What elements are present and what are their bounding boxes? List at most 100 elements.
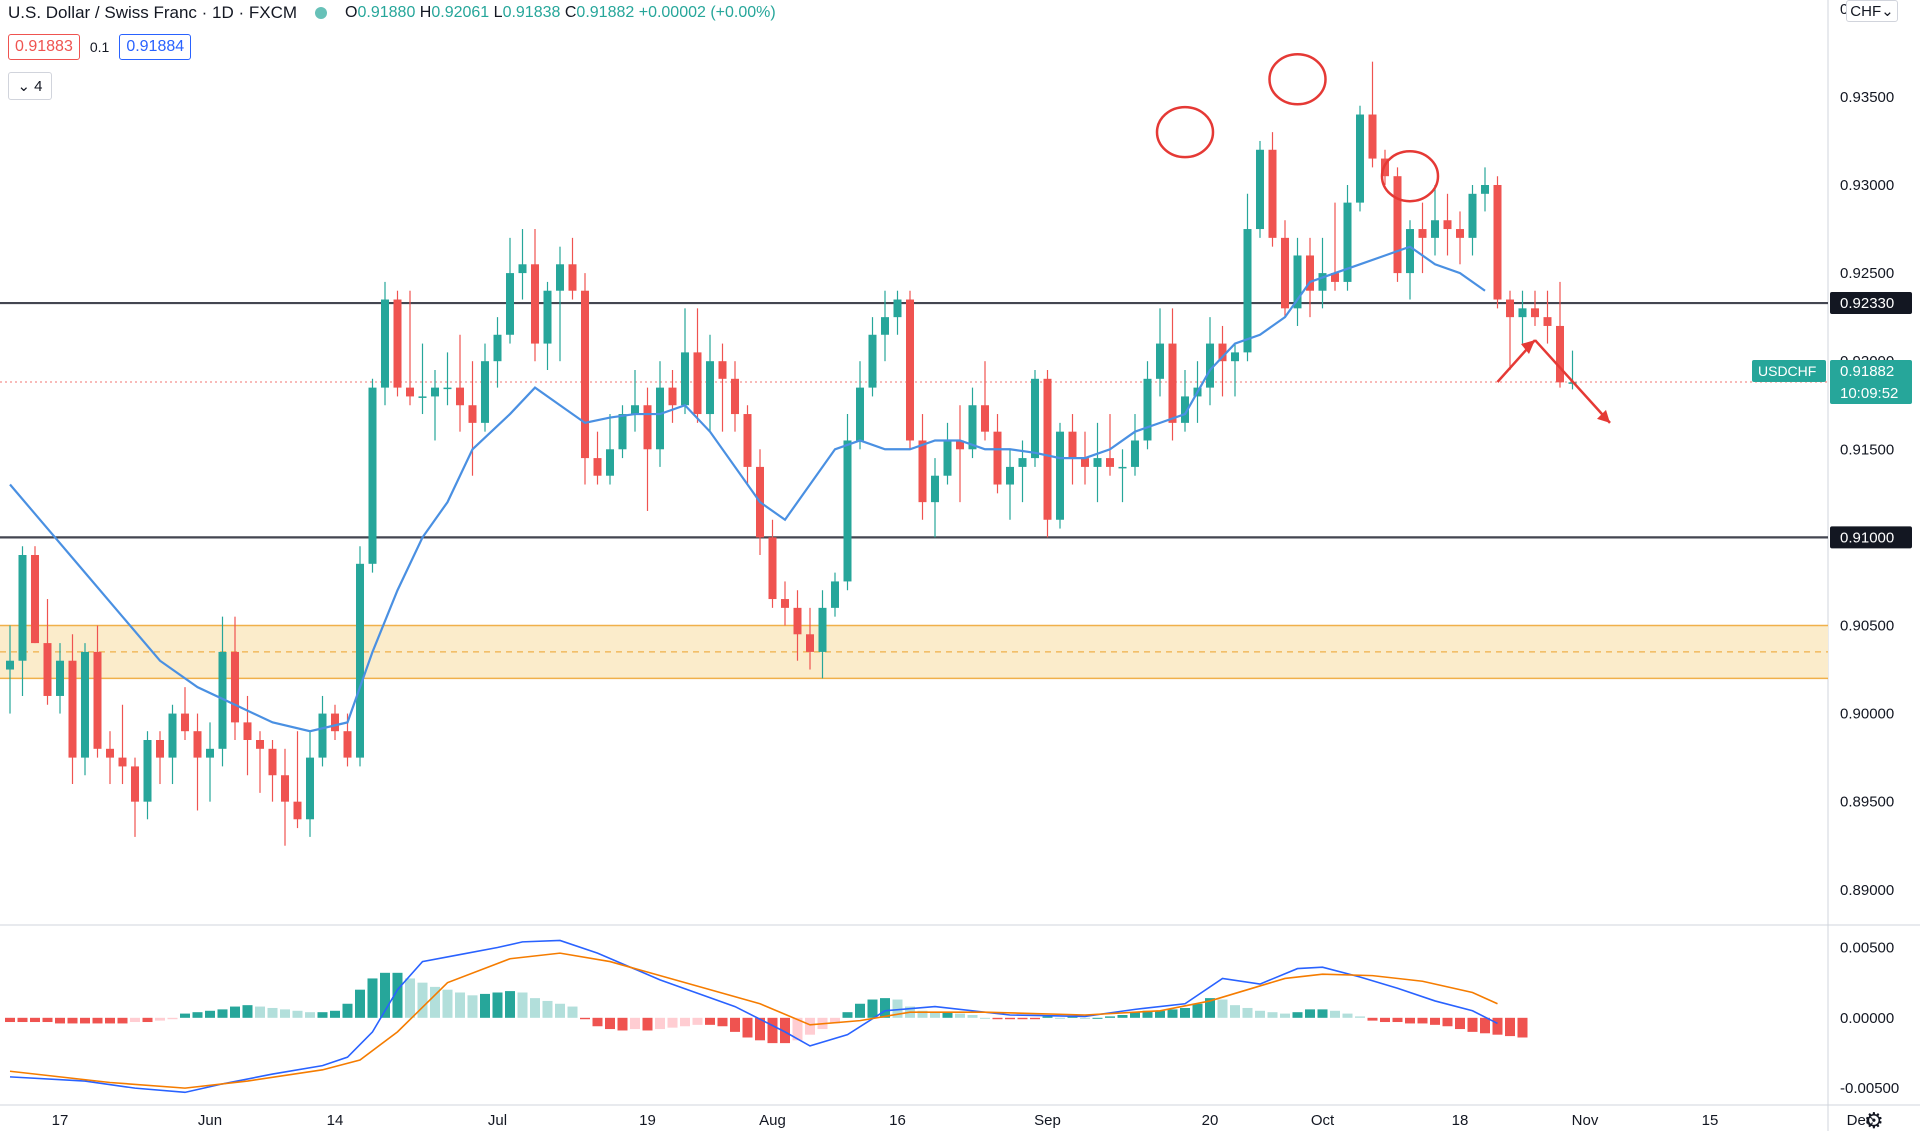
candle-body [218, 651, 227, 749]
macd-histogram-bar [30, 1017, 40, 1023]
candle-body [1493, 185, 1502, 300]
macd-histogram-bar [455, 992, 465, 1018]
candle-body [6, 660, 14, 670]
candle-body [56, 660, 64, 696]
macd-histogram-bar [1117, 1015, 1128, 1018]
macd-histogram-bar [1167, 1009, 1178, 1018]
candle-body [281, 775, 289, 802]
candle-body [1043, 378, 1052, 520]
macd-histogram-bar [842, 1012, 853, 1018]
macd-histogram-bar [1392, 1017, 1403, 1023]
market-status-icon [315, 7, 328, 19]
candle-body [1181, 396, 1189, 423]
macd-histogram-bar [342, 1003, 353, 1018]
macd-histogram-bar [280, 1009, 290, 1018]
level-price-label: 0.91000 [1840, 529, 1894, 546]
macd-histogram-bar [1417, 1017, 1428, 1024]
chevron-down-icon: ⌄ [17, 78, 31, 95]
candle-body [506, 273, 514, 335]
candle-body [818, 607, 827, 652]
buy-price-button[interactable]: 0.91884 [119, 34, 192, 60]
macd-histogram-bar [117, 1017, 128, 1024]
candle-body [893, 299, 902, 318]
candle-body [1256, 149, 1264, 230]
open-value: 0.91880 [357, 4, 416, 21]
candle-body [581, 290, 589, 459]
macd-histogram-bar [992, 1017, 1003, 1020]
macd-histogram-bar [917, 1010, 928, 1018]
candle-body [793, 607, 802, 635]
macd-histogram-bar [167, 1017, 178, 1020]
candle-body [543, 290, 552, 344]
macd-histogram-bar [1130, 1012, 1140, 1018]
macd-histogram-bar [467, 995, 478, 1018]
peak-circle [1380, 149, 1440, 203]
macd-histogram-bar [742, 1017, 753, 1038]
macd-histogram-bar [617, 1017, 628, 1031]
candle-body [1031, 378, 1039, 459]
macd-histogram-bar [205, 1010, 215, 1018]
indicators-count: 4 [34, 77, 43, 95]
candle-body [1293, 255, 1302, 309]
macd-histogram-bar [1330, 1010, 1340, 1018]
sell-price-button[interactable]: 0.91883 [8, 34, 80, 60]
macd-histogram-bar [492, 992, 503, 1018]
macd-histogram-bar [230, 1006, 240, 1018]
current-price-label: 0.91882 [1840, 363, 1894, 380]
chevron-down-icon: ⌄ [1881, 3, 1894, 20]
indicators-toggle[interactable]: ⌄ 4 [8, 72, 52, 100]
macd-histogram-bar [780, 1017, 790, 1044]
symbol-title[interactable]: U.S. Dollar / Swiss Franc · 1D · FXCM [8, 3, 298, 22]
price-tick-label: 0.91500 [1840, 441, 1894, 458]
macd-histogram-bar [55, 1017, 65, 1024]
macd-histogram-bar [1367, 1017, 1378, 1021]
candle-body [1531, 308, 1539, 318]
macd-histogram-bar [380, 972, 390, 1018]
candle-body [456, 387, 464, 406]
macd-histogram-bar [1442, 1017, 1453, 1027]
macd-histogram-bar [1342, 1013, 1353, 1018]
macd-histogram-bar [830, 1017, 840, 1024]
macd-histogram-bar [892, 999, 903, 1018]
candle-body [1456, 229, 1464, 238]
candle-body [181, 713, 189, 732]
macd-histogram-bar [105, 1017, 115, 1024]
candle-body [1431, 220, 1439, 238]
macd-histogram-bar [755, 1017, 765, 1041]
macd-histogram-bar [1292, 1012, 1303, 1018]
change-value: +0.00002 (+0.00%) [638, 4, 776, 21]
macd-histogram-bar [142, 1017, 153, 1023]
macd-histogram-bar [1355, 1016, 1365, 1018]
time-tick-label: 17 [52, 1112, 69, 1129]
macd-histogram-bar [942, 1012, 953, 1018]
candle-body [1156, 343, 1164, 379]
macd-histogram-bar [530, 998, 540, 1018]
candle-body [343, 731, 352, 758]
macd-histogram-bar [392, 972, 403, 1018]
macd-histogram-bar [592, 1017, 603, 1027]
candle-body [731, 378, 739, 415]
candle-body [743, 414, 752, 467]
macd-histogram-bar [442, 989, 453, 1018]
level-price-tag [1830, 526, 1912, 549]
candle-body [631, 405, 639, 415]
macd-histogram-bar [967, 1015, 978, 1018]
candle-body [431, 387, 439, 397]
macd-histogram-bar [930, 1012, 940, 1018]
candle-body [918, 440, 927, 503]
signal-line [9, 952, 1498, 1089]
macd-line [9, 939, 1498, 1094]
macd-histogram-bar [92, 1017, 103, 1024]
candle-body [831, 581, 839, 608]
macd-histogram-bar [317, 1012, 328, 1018]
time-tick-label: 16 [889, 1112, 906, 1129]
low-label: L [493, 4, 503, 21]
macd-histogram-bar [42, 1017, 53, 1023]
macd-histogram-bar [1405, 1017, 1415, 1024]
bid-ask-panel: 0.91883 0.1 0.91884 [8, 34, 192, 60]
time-tick-label: 15 [1702, 1112, 1719, 1129]
gear-icon[interactable]: ⚙ [1864, 1108, 1884, 1133]
macd-histogram-bar [767, 1017, 778, 1044]
currency-selector[interactable]: CHF ⌄ [1846, 0, 1898, 22]
